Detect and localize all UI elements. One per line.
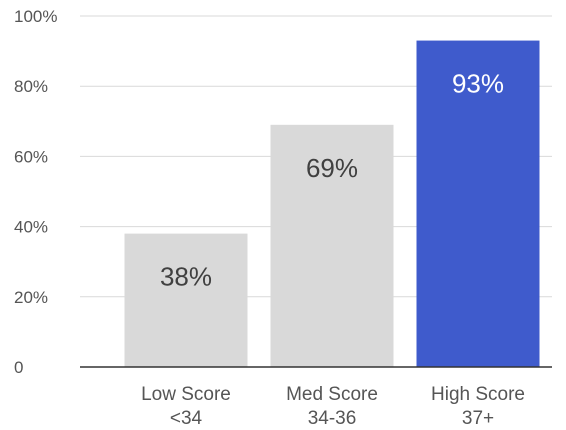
bar-high-score: [416, 40, 540, 367]
category-sublabel: 37+: [462, 408, 494, 429]
bar-data-label: 93%: [452, 69, 504, 99]
bar-data-label: 38%: [160, 262, 212, 292]
category-sublabel: <34: [170, 408, 203, 429]
y-tick-label: 60%: [14, 147, 48, 166]
y-tick-label: 20%: [14, 288, 48, 307]
x-axis-category-labels: Low Score <34 Med Score 34-36 High Score 37+: [141, 384, 525, 429]
category-label: Low Score: [141, 384, 231, 405]
bars: [124, 40, 540, 367]
category-label: High Score: [431, 384, 525, 405]
y-axis-tick-labels: 0 20% 40% 60% 80% 100%: [14, 7, 57, 377]
y-tick-label: 40%: [14, 218, 48, 237]
category-label: Med Score: [286, 384, 378, 405]
bar-data-label: 69%: [306, 153, 358, 183]
y-tick-label: 0: [14, 358, 23, 377]
bar-low-score: [124, 233, 248, 367]
bar-data-labels: 38% 69% 93%: [160, 69, 504, 292]
y-tick-label: 80%: [14, 77, 48, 96]
bar-med-score: [270, 124, 394, 367]
category-sublabel: 34-36: [308, 408, 357, 429]
y-tick-label: 100%: [14, 7, 57, 26]
